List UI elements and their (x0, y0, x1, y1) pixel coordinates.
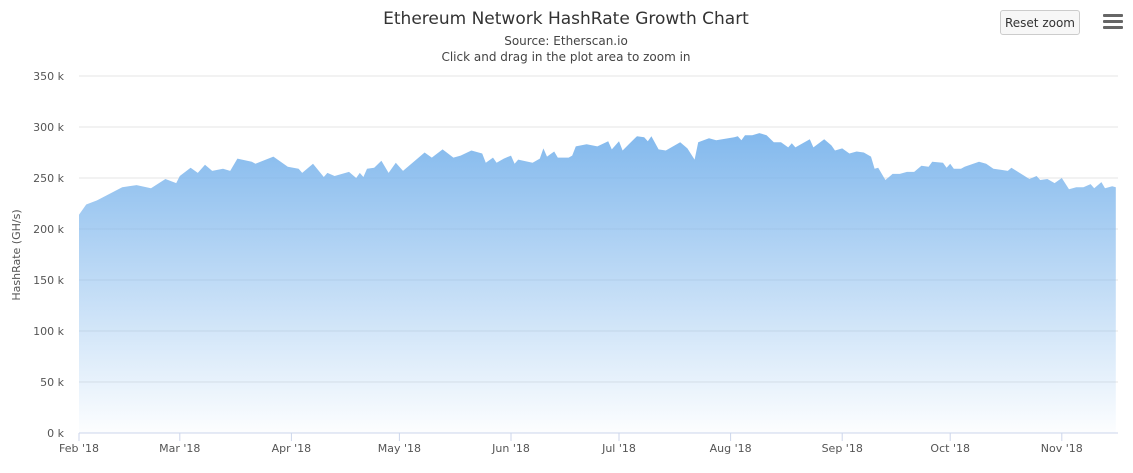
y-tick-label: 100 k (33, 325, 64, 338)
y-tick-label: 150 k (33, 274, 64, 287)
reset-zoom-button[interactable]: Reset zoom (1000, 10, 1080, 35)
x-tick-label: Aug '18 (710, 442, 752, 455)
x-tick-label: Sep '18 (822, 442, 863, 455)
x-tick-label: May '18 (378, 442, 421, 455)
y-axis-label: HashRate (GH/s) (10, 209, 23, 300)
x-tick-label: Mar '18 (159, 442, 200, 455)
x-tick-label: Nov '18 (1041, 442, 1083, 455)
y-tick-label: 250 k (33, 172, 64, 185)
y-tick-label: 350 k (33, 70, 64, 83)
x-tick-label: Feb '18 (59, 442, 99, 455)
x-tick-label: Apr '18 (272, 442, 312, 455)
chart-subtitle-hint: Click and drag in the plot area to zoom … (441, 50, 690, 64)
x-tick-label: Oct '18 (930, 442, 970, 455)
hamburger-menu-icon[interactable] (1103, 12, 1123, 32)
hashrate-area-series (79, 133, 1116, 433)
y-tick-label: 200 k (33, 223, 64, 236)
chart-subtitle-source: Source: Etherscan.io (504, 34, 628, 48)
y-tick-label: 0 k (47, 427, 64, 440)
x-tick-label: Jul '18 (601, 442, 636, 455)
chart-title: Ethereum Network HashRate Growth Chart (383, 9, 749, 29)
x-tick-label: Jun '18 (491, 442, 530, 455)
y-tick-label: 300 k (33, 121, 64, 134)
y-tick-label: 50 k (40, 376, 64, 389)
